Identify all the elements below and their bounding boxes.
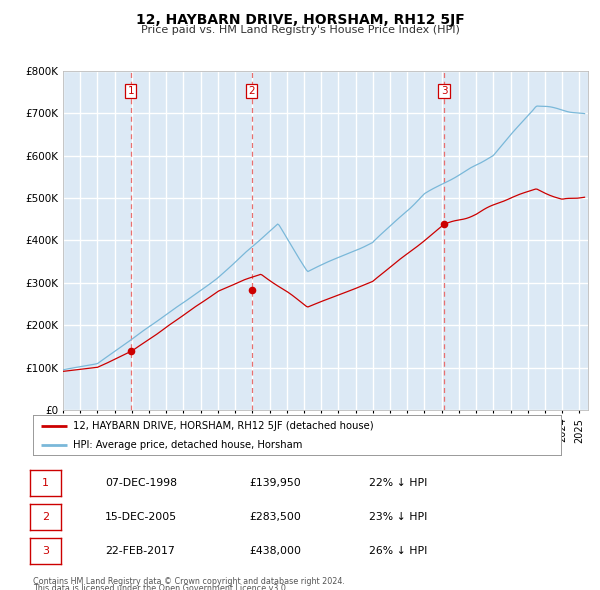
Text: 22% ↓ HPI: 22% ↓ HPI	[369, 478, 427, 488]
Text: 23% ↓ HPI: 23% ↓ HPI	[369, 512, 427, 522]
Text: 1: 1	[42, 478, 49, 488]
Text: 22-FEB-2017: 22-FEB-2017	[105, 546, 175, 556]
Text: 12, HAYBARN DRIVE, HORSHAM, RH12 5JF (detached house): 12, HAYBARN DRIVE, HORSHAM, RH12 5JF (de…	[73, 421, 373, 431]
Text: 3: 3	[441, 86, 448, 96]
Text: Price paid vs. HM Land Registry's House Price Index (HPI): Price paid vs. HM Land Registry's House …	[140, 25, 460, 35]
Text: 12, HAYBARN DRIVE, HORSHAM, RH12 5JF: 12, HAYBARN DRIVE, HORSHAM, RH12 5JF	[136, 13, 464, 27]
Text: 2: 2	[42, 512, 49, 522]
Text: 2: 2	[248, 86, 255, 96]
Text: £283,500: £283,500	[249, 512, 301, 522]
Text: 07-DEC-1998: 07-DEC-1998	[105, 478, 177, 488]
Text: £438,000: £438,000	[249, 546, 301, 556]
Text: £139,950: £139,950	[249, 478, 301, 488]
Text: This data is licensed under the Open Government Licence v3.0.: This data is licensed under the Open Gov…	[33, 584, 289, 590]
Text: 26% ↓ HPI: 26% ↓ HPI	[369, 546, 427, 556]
Text: 1: 1	[127, 86, 134, 96]
Text: HPI: Average price, detached house, Horsham: HPI: Average price, detached house, Hors…	[73, 440, 302, 450]
Text: 15-DEC-2005: 15-DEC-2005	[105, 512, 177, 522]
Text: Contains HM Land Registry data © Crown copyright and database right 2024.: Contains HM Land Registry data © Crown c…	[33, 577, 345, 586]
Text: 3: 3	[42, 546, 49, 556]
